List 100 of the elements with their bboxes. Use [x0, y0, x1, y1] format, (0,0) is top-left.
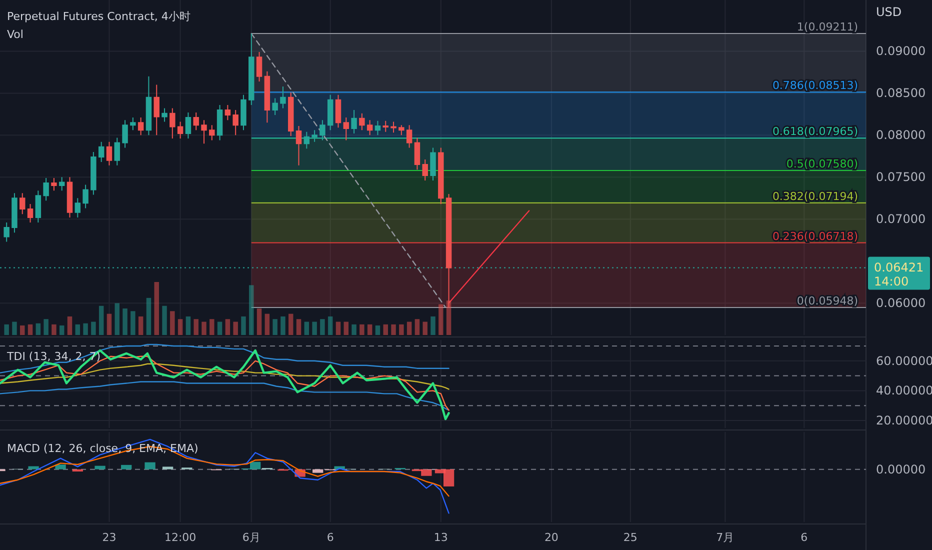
bar	[304, 322, 310, 335]
ref-line-label: 0.786(0.08513)	[772, 79, 858, 92]
bar	[336, 322, 341, 335]
bar	[91, 322, 96, 335]
candlestick	[335, 94, 342, 128]
x-tick-label: 7月	[716, 531, 734, 544]
candlestick	[74, 198, 81, 218]
bar	[52, 324, 56, 335]
bar	[352, 324, 356, 335]
bar	[312, 322, 317, 335]
bar	[154, 282, 159, 335]
candlestick	[162, 108, 168, 122]
candlestick	[414, 137, 420, 170]
candlestick	[12, 192, 18, 234]
bar	[83, 323, 88, 335]
candlestick	[106, 141, 112, 166]
ref-line-label: 0.06421	[874, 260, 924, 275]
x-tick-label: 25	[623, 531, 638, 544]
ref-line-label: 0.5(0.07580)	[786, 157, 858, 170]
candlestick	[177, 121, 184, 140]
candlestick	[422, 159, 428, 182]
bar	[360, 324, 364, 335]
candlestick	[390, 121, 396, 134]
bar	[67, 316, 72, 335]
bar	[438, 304, 444, 335]
ref-line-label: 0.00000	[876, 462, 926, 476]
bar	[280, 316, 286, 335]
bar	[36, 323, 41, 335]
candlestick	[430, 147, 436, 182]
candlestick	[320, 120, 326, 141]
candlestick	[43, 177, 49, 202]
bar	[12, 322, 17, 335]
ref-line-label: 0(0.05948)	[796, 294, 858, 308]
bar	[98, 306, 104, 335]
candlestick	[122, 120, 128, 148]
candlestick	[4, 222, 10, 242]
bar	[328, 316, 333, 335]
bar	[375, 325, 380, 335]
y-tick-label: 0.07000	[876, 212, 926, 226]
bar	[406, 322, 412, 335]
bar	[383, 324, 388, 335]
x-tick-label: 12:00	[164, 531, 196, 544]
bar	[272, 319, 278, 335]
bar	[20, 325, 25, 335]
candlestick	[90, 151, 96, 196]
bar	[146, 298, 152, 335]
y-tick-label: 0.09000	[876, 44, 926, 58]
candlestick	[58, 176, 65, 192]
bar	[106, 314, 112, 335]
y-tick-label: 0.07500	[876, 170, 926, 184]
candlestick	[82, 184, 88, 209]
candlestick	[248, 33, 254, 106]
bar	[422, 322, 428, 335]
bar	[202, 322, 206, 335]
candlestick	[114, 137, 120, 166]
y-axis-title: USD	[876, 5, 902, 19]
bar	[264, 314, 270, 335]
candlestick	[288, 92, 294, 137]
candlestick	[256, 52, 262, 82]
bar	[225, 319, 230, 335]
candlestick	[170, 108, 176, 140]
candlestick	[280, 86, 286, 109]
candlestick	[343, 117, 350, 141]
bar	[138, 316, 144, 335]
candlestick	[272, 98, 278, 116]
y-tick-label: 0.06000	[876, 296, 926, 310]
candlestick	[232, 109, 238, 136]
bar	[170, 311, 175, 335]
candlestick	[98, 141, 104, 163]
candlestick	[366, 120, 373, 136]
ref-line-label: 1(0.09211)	[796, 20, 858, 34]
bar	[162, 306, 167, 335]
text: 14:00	[874, 274, 909, 289]
candlestick	[216, 104, 223, 141]
candlestick	[312, 130, 318, 142]
bar	[320, 319, 325, 335]
y-tick-label: 0.08000	[876, 128, 926, 142]
bar	[414, 319, 420, 335]
bar	[114, 303, 120, 335]
candlestick	[146, 76, 152, 136]
candlestick	[201, 120, 207, 144]
bar	[194, 319, 198, 335]
candlestick	[35, 190, 42, 223]
bar	[241, 316, 246, 335]
bar	[344, 322, 349, 335]
bar	[186, 316, 191, 335]
candlestick	[438, 147, 444, 205]
bar	[210, 319, 214, 335]
candlestick	[264, 70, 270, 124]
x-tick-label: 23	[102, 531, 116, 544]
candlestick	[66, 176, 73, 218]
candlestick	[327, 94, 334, 131]
bar	[288, 314, 294, 335]
bar	[44, 319, 48, 335]
candlestick	[138, 117, 144, 136]
bar	[28, 324, 33, 335]
x-tick-label: 6月	[242, 531, 260, 544]
bar	[217, 322, 222, 335]
bar	[296, 319, 302, 335]
ref-line-label: 0.382(0.07194)	[772, 190, 858, 203]
